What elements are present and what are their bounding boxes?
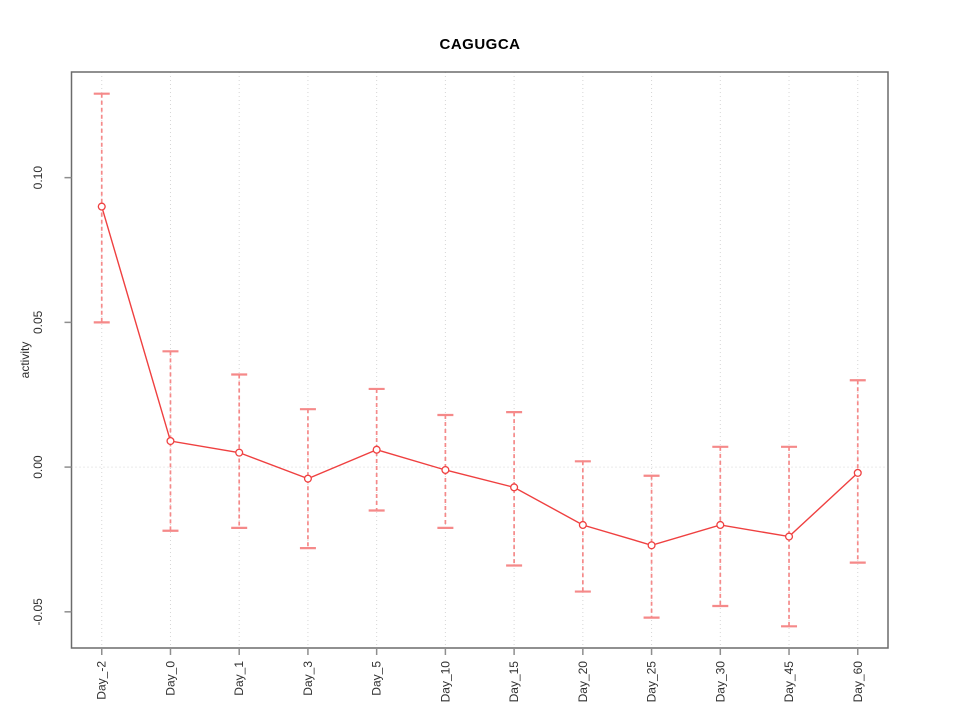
x-tick-label: Day_20 xyxy=(576,661,590,703)
x-tick-label: Day_5 xyxy=(370,661,384,696)
x-tick-label: Day_3 xyxy=(301,661,315,696)
x-tick-label: Day_-2 xyxy=(95,661,109,700)
x-tick-label: Day_10 xyxy=(438,661,452,703)
y-tick-label: -0.05 xyxy=(31,598,45,626)
x-tick-label: Day_0 xyxy=(163,661,177,696)
data-point xyxy=(372,445,381,454)
data-point xyxy=(166,436,175,446)
data-point xyxy=(97,202,106,211)
x-tick-label: Day_25 xyxy=(645,661,659,703)
data-point xyxy=(647,541,656,550)
y-tick-label: 0.00 xyxy=(31,455,45,479)
data-point xyxy=(441,465,450,475)
data-point xyxy=(716,520,725,530)
x-tick-label: Day_15 xyxy=(507,661,521,703)
series-line xyxy=(101,206,859,546)
data-point xyxy=(784,532,794,541)
data-point xyxy=(235,448,244,457)
x-tick-label: Day_60 xyxy=(851,661,865,703)
y-tick-label: 0.10 xyxy=(31,166,45,190)
y-tick-label: 0.05 xyxy=(31,310,45,334)
data-point xyxy=(578,520,587,530)
data-point xyxy=(853,468,862,477)
x-tick-label: Day_45 xyxy=(782,661,796,703)
x-tick-label: Day_30 xyxy=(713,661,727,703)
data-point xyxy=(510,483,519,492)
x-tick-label: Day_1 xyxy=(232,661,246,696)
chart-title: CAGUGCA xyxy=(439,36,521,53)
data-point xyxy=(303,474,312,483)
plot-border xyxy=(70,71,889,649)
